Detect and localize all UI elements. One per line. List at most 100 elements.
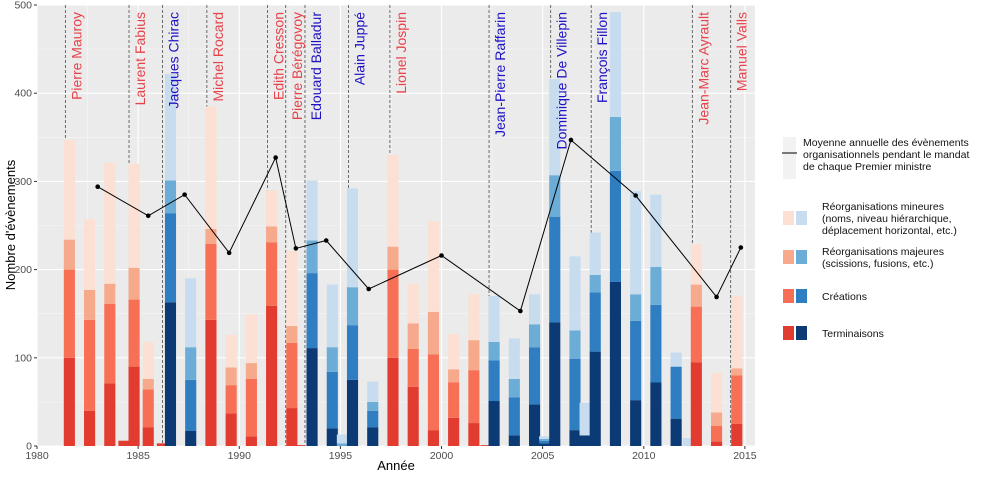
bar-segment bbox=[448, 333, 460, 370]
pm-label: Dominique De Villepin bbox=[554, 12, 570, 149]
bar-segment bbox=[164, 73, 177, 181]
bar-segment bbox=[387, 357, 399, 446]
average-point bbox=[95, 184, 100, 189]
bar-segment bbox=[528, 294, 541, 325]
bar-segment bbox=[346, 287, 359, 326]
bar-segment bbox=[609, 281, 622, 446]
bar-segment bbox=[589, 351, 601, 446]
bar-segment bbox=[185, 347, 197, 380]
bar-segment bbox=[346, 325, 359, 380]
bar-segment bbox=[205, 229, 217, 245]
bar-segment bbox=[609, 12, 622, 118]
bar-segment bbox=[711, 425, 723, 442]
y-tick-label: 400 bbox=[14, 88, 32, 100]
bar-segment bbox=[630, 191, 642, 295]
x-axis-title: Année bbox=[377, 458, 415, 473]
bar-segment bbox=[589, 274, 601, 293]
axes: 0 100 200 300 400 500 1980 1985 1990 1995 2000 2005… bbox=[14, 0, 756, 462]
x-tick-label: 2015 bbox=[733, 450, 757, 462]
pm-label: François Fillon bbox=[594, 12, 610, 103]
pm-label: Michel Rocard bbox=[210, 12, 226, 101]
pm-label: Edouard Balladur bbox=[308, 12, 324, 121]
legend-label: Terminaisons bbox=[822, 328, 884, 340]
bar-segment bbox=[528, 324, 541, 348]
bar-segment bbox=[326, 284, 338, 348]
average-point bbox=[738, 245, 744, 250]
bar-segment bbox=[650, 382, 662, 446]
bar-segment bbox=[185, 278, 197, 348]
bar-segment bbox=[508, 435, 520, 446]
legend-swatch-right bbox=[796, 326, 807, 340]
legend-label: Créations bbox=[822, 291, 867, 303]
bar-segment bbox=[579, 435, 591, 446]
bar-segment bbox=[306, 180, 318, 241]
bar-segment bbox=[407, 283, 419, 324]
average-point bbox=[145, 213, 151, 219]
bar-segment bbox=[731, 296, 743, 369]
bar-segment bbox=[245, 363, 257, 379]
bar-segment bbox=[63, 239, 75, 270]
bar-segment bbox=[569, 330, 581, 359]
bar-segment bbox=[508, 397, 520, 436]
bar-segment bbox=[468, 340, 480, 371]
bar-segment bbox=[205, 319, 217, 446]
bar-segment bbox=[549, 216, 561, 323]
legend-swatch-right bbox=[796, 211, 807, 225]
bar-segment bbox=[448, 369, 460, 383]
bar-segment bbox=[448, 382, 460, 418]
bar-segment bbox=[63, 357, 75, 446]
bar-segment bbox=[164, 180, 177, 214]
x-tick-label: 2005 bbox=[531, 450, 555, 462]
bar-segment bbox=[346, 188, 359, 288]
bar-segment bbox=[164, 213, 177, 303]
average-line-path bbox=[97, 139, 742, 312]
bar-segment bbox=[549, 322, 561, 446]
x-tick-label: 1980 bbox=[25, 450, 49, 462]
legend-label: Réorganisations majeures bbox=[822, 246, 944, 258]
y-tick-label: 300 bbox=[14, 176, 32, 188]
bar-segment bbox=[367, 410, 379, 428]
bar-segment bbox=[488, 296, 500, 342]
bar-segment bbox=[609, 170, 622, 282]
pm-label: Pierre Bérégovoy bbox=[289, 12, 305, 120]
pm-label: Jean-Marc Ayrault bbox=[695, 12, 711, 125]
bar-segment bbox=[387, 246, 399, 270]
bar-segment bbox=[569, 256, 581, 331]
average-line bbox=[95, 137, 744, 314]
bar-segment bbox=[286, 408, 298, 446]
bar-segment bbox=[128, 267, 140, 300]
bar-segment bbox=[336, 434, 348, 444]
average-point bbox=[714, 294, 719, 300]
x-tick-label: 2000 bbox=[430, 450, 454, 462]
legend-swatch-left bbox=[783, 211, 794, 225]
bar-segment bbox=[569, 358, 581, 431]
bar-segment bbox=[306, 273, 318, 349]
x-tick-label: 1990 bbox=[228, 450, 252, 462]
bar-segment bbox=[508, 338, 520, 379]
bar-segment bbox=[630, 294, 642, 321]
y-tick-label: 0 bbox=[26, 441, 32, 453]
bar-segment bbox=[286, 251, 298, 327]
bar-segment bbox=[711, 412, 723, 426]
prime-minister-labels: Pierre Mauroy Laurent Fabius Jacques Chira… bbox=[68, 12, 749, 150]
average-point bbox=[439, 253, 444, 258]
bar-segment bbox=[589, 232, 601, 275]
x-tick-label: 1985 bbox=[126, 450, 150, 462]
average-point bbox=[633, 193, 638, 198]
average-point bbox=[366, 286, 371, 292]
bar-segment bbox=[104, 283, 116, 304]
bar-segment bbox=[346, 379, 359, 446]
bar-segment bbox=[326, 428, 338, 446]
bar-segment bbox=[448, 417, 460, 446]
bar-segment bbox=[609, 117, 622, 171]
y-tick-label: 100 bbox=[14, 352, 32, 364]
bar-segment bbox=[245, 378, 257, 437]
bar-segment bbox=[266, 305, 278, 446]
bar-segment bbox=[407, 348, 419, 387]
bar-segment bbox=[731, 423, 743, 446]
bar-segment bbox=[731, 375, 743, 424]
bar-segment bbox=[690, 362, 702, 446]
bar-segment bbox=[488, 401, 500, 446]
bar-segment bbox=[63, 139, 75, 240]
